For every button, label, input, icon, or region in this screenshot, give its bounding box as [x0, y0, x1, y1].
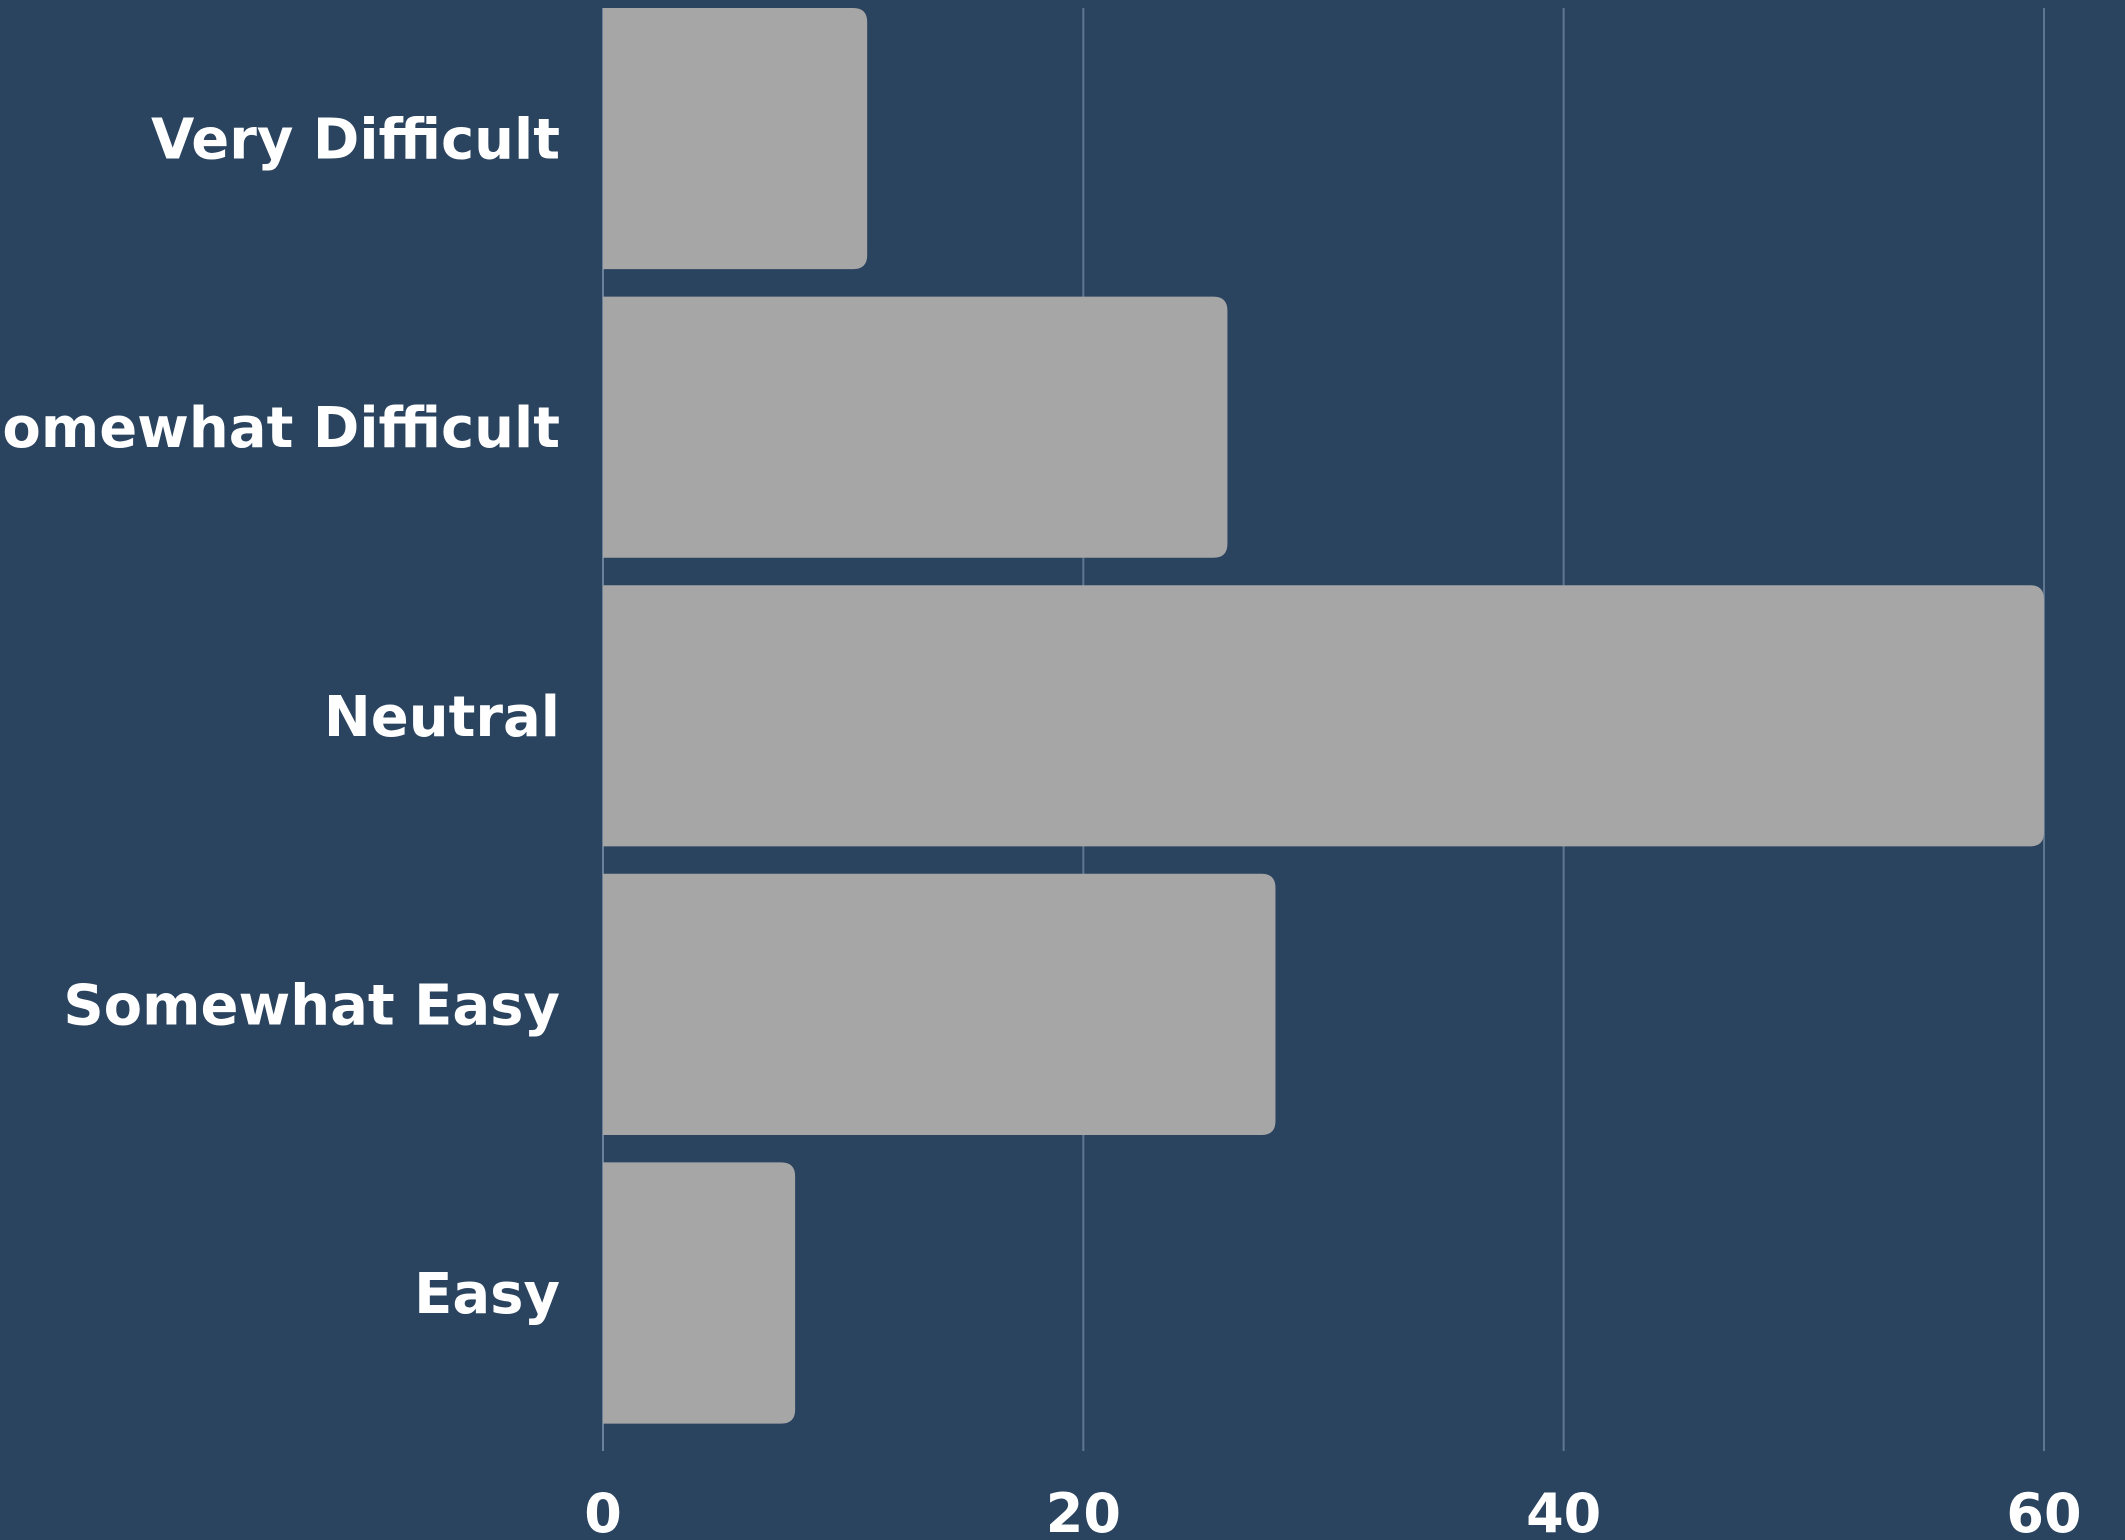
x-tick-label-40: 40 — [1526, 1482, 1601, 1540]
category-label-somewhat-difficult: Somewhat Difficult — [0, 396, 560, 461]
x-tick-label-0: 0 — [584, 1482, 622, 1540]
bar-somewhat-difficult — [603, 297, 1227, 558]
category-label-easy: Easy — [414, 1262, 560, 1327]
bars — [603, 8, 2044, 1424]
bar-easy — [603, 1162, 795, 1423]
x-tick-label-20: 20 — [1046, 1482, 1121, 1540]
bar-neutral — [603, 585, 2044, 846]
x-tick-label-60: 60 — [2006, 1482, 2081, 1540]
bar-very-difficult — [603, 8, 867, 269]
category-label-very-difficult: Very Difficult — [151, 108, 560, 173]
category-labels: Very Difficult Somewhat Difficult Neutral S… — [0, 108, 560, 1327]
category-label-somewhat-easy: Somewhat Easy — [63, 973, 560, 1038]
category-label-neutral: Neutral — [324, 685, 560, 750]
bar-somewhat-easy — [603, 874, 1275, 1135]
x-axis-ticks: 0 20 40 60 — [584, 1482, 2081, 1540]
